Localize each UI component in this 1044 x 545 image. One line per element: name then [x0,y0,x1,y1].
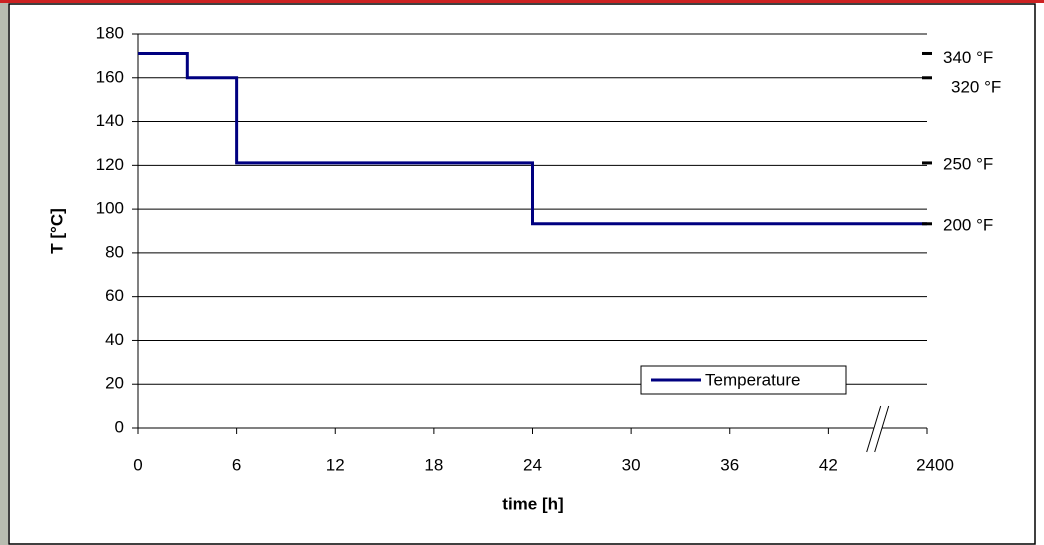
axis-break [874,405,890,453]
series-line [138,51,927,226]
y-tick-label: 180 [96,23,124,42]
x-tick-label: 24 [523,455,542,474]
x-tick-label: 30 [622,455,641,474]
left-strip [0,3,8,545]
x-axis-label: time [h] [502,494,563,513]
chart-frame [8,3,1036,545]
annotation-label: 200 °F [943,215,993,234]
x-tick-label: 12 [326,455,345,474]
x-tick-label: 6 [232,455,241,474]
axis-break [866,405,882,453]
x-tick-label: 42 [819,455,838,474]
annotation-label: 320 °F [951,77,1001,96]
y-tick-label: 60 [105,286,124,305]
y-tick-label: 160 [96,67,124,86]
axis-break-gap [873,422,882,434]
y-tick-label: 20 [105,374,124,393]
y-tick-label: 0 [115,417,124,436]
x-tick-label: 18 [424,455,443,474]
legend-label: Temperature [705,370,800,389]
top-bar [0,0,1044,3]
y-tick-label: 140 [96,111,124,130]
y-tick-label: 120 [96,155,124,174]
y-axis-label: T [°C] [47,208,66,254]
x-tick-label: 0 [133,455,142,474]
x-tick-label: 2400 [916,455,954,474]
y-tick-label: 100 [96,199,124,218]
annotation-label: 340 °F [943,48,993,67]
y-tick-label: 40 [105,330,124,349]
annotation-label: 250 °F [943,154,993,173]
x-tick-label: 36 [720,455,739,474]
y-tick-label: 80 [105,242,124,261]
